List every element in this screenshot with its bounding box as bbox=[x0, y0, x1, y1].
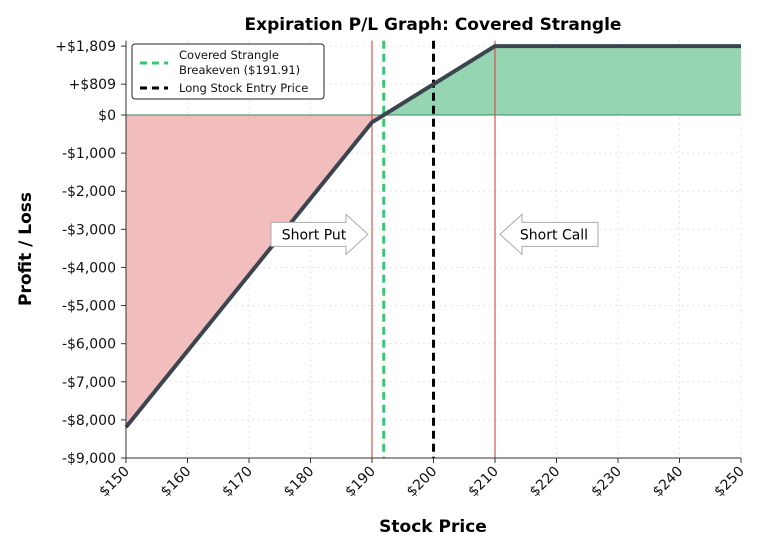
y-tick-label: -$6,000 bbox=[62, 337, 116, 353]
x-tick-label: $210 bbox=[465, 464, 502, 501]
y-tick-label: -$7,000 bbox=[62, 375, 116, 391]
y-tick-label: -$1,000 bbox=[62, 146, 116, 162]
x-tick-label: $200 bbox=[404, 464, 441, 501]
y-tick-label: -$2,000 bbox=[62, 184, 116, 200]
legend-label: Long Stock Entry Price bbox=[179, 81, 308, 95]
y-tick-label: -$5,000 bbox=[62, 299, 116, 315]
profit-area bbox=[383, 46, 741, 116]
y-tick-label: -$3,000 bbox=[62, 222, 116, 238]
legend-label: Breakeven ($191.91) bbox=[179, 63, 300, 77]
legend-box bbox=[131, 43, 325, 100]
arrow-left-icon bbox=[499, 213, 599, 256]
arrow-right-icon bbox=[270, 213, 369, 256]
y-axis-label: Profit / Loss bbox=[16, 192, 36, 306]
annotation-short-put: Short Put bbox=[282, 227, 347, 243]
legend-label: Covered Strangle bbox=[179, 48, 279, 62]
y-tick-label: +$809 bbox=[69, 77, 116, 93]
y-tick-label: -$9,000 bbox=[62, 451, 116, 467]
annotation-short-call: Short Call bbox=[520, 227, 588, 243]
y-tick-label: $0 bbox=[98, 108, 116, 124]
x-tick-label: $250 bbox=[711, 464, 748, 501]
x-tick-label: $240 bbox=[650, 464, 687, 501]
chart-title: Expiration P/L Graph: Covered Strangle bbox=[245, 15, 622, 35]
pl-line bbox=[124, 44, 741, 429]
x-axis-label: Stock Price bbox=[379, 517, 487, 537]
x-tick-label: $190 bbox=[342, 464, 379, 501]
y-tick-label: -$4,000 bbox=[62, 260, 116, 276]
y-tick-label: +$1,809 bbox=[55, 39, 116, 55]
loss-area bbox=[126, 115, 384, 428]
y-tick-label: -$8,000 bbox=[62, 413, 116, 429]
x-tick-label: $180 bbox=[281, 464, 318, 501]
x-tick-label: $170 bbox=[219, 464, 256, 501]
x-tick-label: $230 bbox=[588, 464, 625, 501]
x-tick-label: $160 bbox=[158, 464, 195, 501]
x-tick-label: $150 bbox=[96, 464, 133, 501]
x-tick-label: $220 bbox=[527, 464, 564, 501]
